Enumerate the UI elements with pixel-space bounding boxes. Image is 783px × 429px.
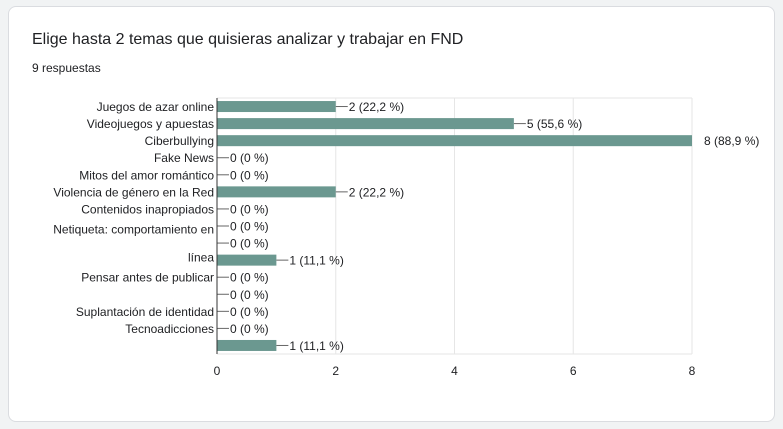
value-label: 1 (11,1 %) [289, 339, 343, 353]
question-title: Elige hasta 2 temas que quisieras analiz… [32, 31, 464, 48]
value-label: 0 (0 %) [230, 168, 269, 182]
response-count: 9 respuestas [32, 61, 101, 75]
bar [217, 186, 336, 198]
value-label: 0 (0 %) [230, 151, 269, 165]
value-label: 2 (22,2 %) [349, 100, 404, 114]
bar [217, 118, 514, 130]
x-tick-label: 6 [570, 364, 577, 378]
category-label: Contenidos inapropiados [81, 202, 214, 216]
category-label: Tecnoadicciones [125, 322, 214, 336]
value-label: 0 (0 %) [230, 220, 269, 234]
chart-card: Elige hasta 2 temas que quisieras analiz… [8, 6, 775, 422]
x-tick-label: 0 [214, 364, 221, 378]
category-label: Pensar antes de publicar [81, 271, 214, 285]
category-label: Videojuegos y apuestas [87, 117, 214, 131]
category-label: Mitos del amor romántico [79, 168, 214, 182]
bar [217, 101, 336, 113]
value-label: 0 (0 %) [230, 237, 269, 251]
value-label: 2 (22,2 %) [349, 185, 404, 199]
category-label: Fake News [154, 151, 214, 165]
category-label: Violencia de género en la Red [53, 185, 214, 199]
value-label: 0 (0 %) [230, 322, 269, 336]
bar [217, 339, 277, 351]
value-label: 0 (0 %) [230, 202, 269, 216]
bar [217, 254, 277, 266]
x-tick-label: 4 [451, 364, 458, 378]
value-label: 1 (11,1 %) [289, 254, 343, 268]
category-label-wrapped: línea [188, 251, 214, 265]
x-tick-label: 2 [332, 364, 339, 378]
value-label: 8 (88,9 %) [704, 134, 759, 148]
value-label: 0 (0 %) [230, 288, 269, 302]
category-label: Juegos de azar online [97, 100, 215, 114]
value-label: 0 (0 %) [230, 305, 269, 319]
category-label: Ciberbullying [145, 134, 214, 148]
category-label: Suplantación de identidad [76, 305, 214, 319]
x-tick-label: 8 [689, 364, 696, 378]
value-label: 5 (55,6 %) [527, 117, 582, 131]
value-label: 0 (0 %) [230, 271, 269, 285]
bar-chart: 0 2 4 6 8 2 (22,2 %) Juegos de azar online 5 (5… [53, 97, 759, 378]
bar [217, 135, 692, 147]
category-label-wrapped: Netiqueta: comportamiento en [53, 223, 214, 237]
